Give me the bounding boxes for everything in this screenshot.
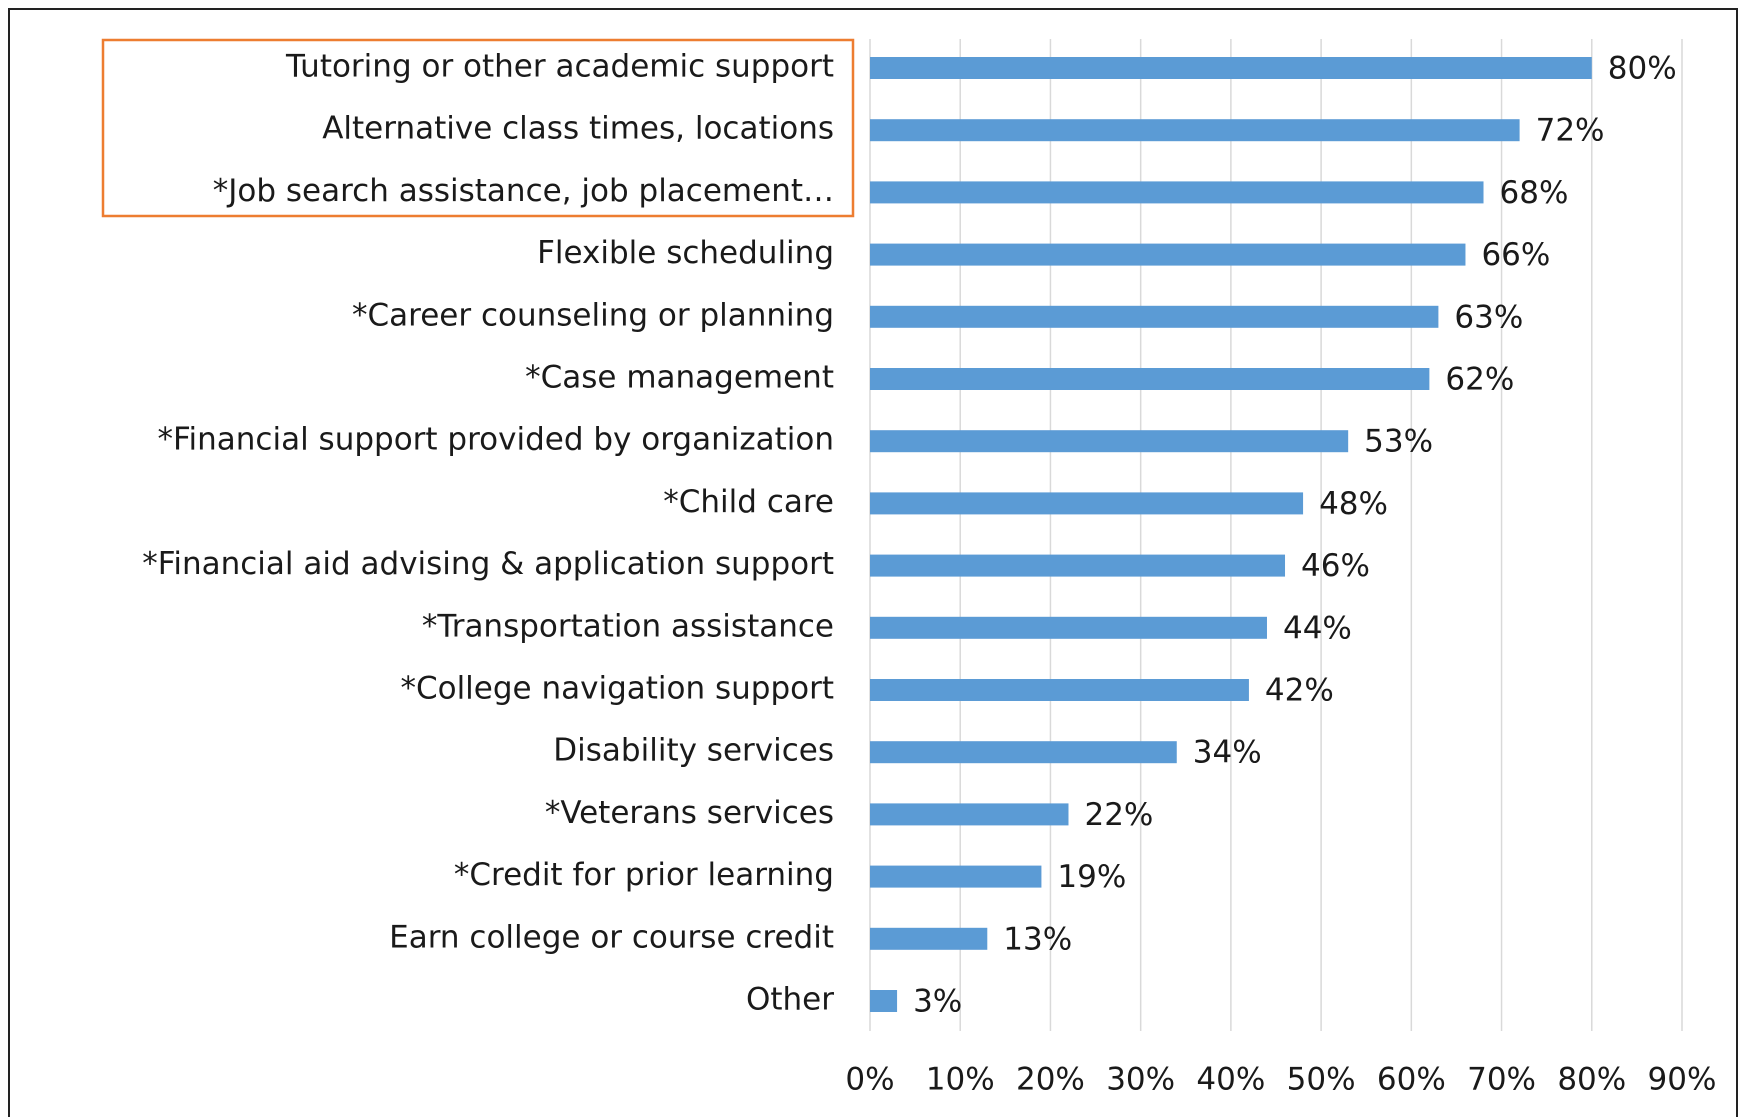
- y-tick-label: *Credit for prior learning: [454, 857, 834, 893]
- value-label: 80%: [1608, 51, 1677, 87]
- bar: [870, 616, 1267, 639]
- bar: [870, 305, 1439, 328]
- bar: [870, 368, 1430, 390]
- bar: [870, 430, 1349, 453]
- value-label: 63%: [1454, 299, 1523, 335]
- bar: [870, 243, 1466, 266]
- bar: [870, 865, 1042, 888]
- chart-frame: [8, 8, 1738, 1117]
- x-tick-label: 40%: [1196, 1062, 1265, 1098]
- y-tick-label: *Case management: [525, 360, 834, 396]
- value-label: 42%: [1265, 673, 1334, 709]
- x-tick-label: 80%: [1557, 1062, 1626, 1098]
- y-tick-label: *Career counseling or planning: [352, 297, 834, 333]
- x-tick-label: 10%: [926, 1062, 995, 1098]
- y-tick-label: Flexible scheduling: [537, 235, 834, 271]
- x-tick-label: 30%: [1106, 1062, 1175, 1098]
- y-tick-label: *Financial support provided by organizat…: [157, 422, 834, 458]
- y-tick-label: *Financial aid advising & application su…: [142, 546, 834, 582]
- bar: [870, 57, 1592, 79]
- y-tick-label: *Veterans services: [545, 795, 834, 831]
- y-tick-label: Other: [746, 982, 834, 1018]
- x-tick-label: 50%: [1287, 1062, 1356, 1098]
- value-label: 68%: [1500, 175, 1569, 211]
- y-tick-label: Disability services: [553, 733, 834, 769]
- bar: [870, 990, 898, 1012]
- bar: [870, 119, 1520, 142]
- value-label: 3%: [913, 984, 962, 1020]
- value-label: 34%: [1193, 735, 1262, 771]
- marks: 80%72% 68% 66% 63% 62% 53% 48% 46% 44% 42%34% 22% 1…: [870, 51, 1677, 1020]
- y-tick-label: Tutoring or other academic support: [285, 49, 834, 85]
- y-tick-label: *College navigation support: [400, 671, 834, 707]
- x-tick-label: 20%: [1016, 1062, 1085, 1098]
- value-label: 44%: [1283, 610, 1352, 646]
- value-label: 53%: [1364, 424, 1433, 460]
- value-label: 48%: [1319, 486, 1388, 522]
- value-label: 72%: [1536, 113, 1605, 149]
- bar: [870, 741, 1177, 764]
- value-label: 46%: [1301, 548, 1370, 584]
- value-label: 22%: [1084, 797, 1153, 833]
- x-tick-label: 60%: [1377, 1062, 1446, 1098]
- grid: [869, 39, 1683, 1031]
- bar: [870, 492, 1304, 515]
- value-label: 62%: [1445, 362, 1514, 398]
- bar: [870, 803, 1069, 826]
- value-label: 19%: [1057, 859, 1126, 895]
- x-tick-label: 70%: [1467, 1062, 1536, 1098]
- bar: [870, 554, 1286, 577]
- bar: [870, 181, 1484, 204]
- y-tick-label: Alternative class times, locations: [322, 111, 834, 147]
- value-label: 66%: [1481, 237, 1550, 273]
- y-tick-label: *Transportation assistance: [422, 608, 834, 644]
- y-tick-label: Earn college or course credit: [389, 919, 834, 955]
- bar: [870, 679, 1249, 701]
- y-tick-label: *Child care: [663, 484, 834, 520]
- value-label: 13%: [1003, 921, 1072, 957]
- y-tick-label: *Job search assistance, job placement…: [213, 173, 834, 209]
- bar: [870, 927, 988, 950]
- highlight-box: [101, 38, 855, 218]
- x-tick-label: 0%: [845, 1062, 894, 1098]
- x-tick-label: 90%: [1648, 1062, 1717, 1098]
